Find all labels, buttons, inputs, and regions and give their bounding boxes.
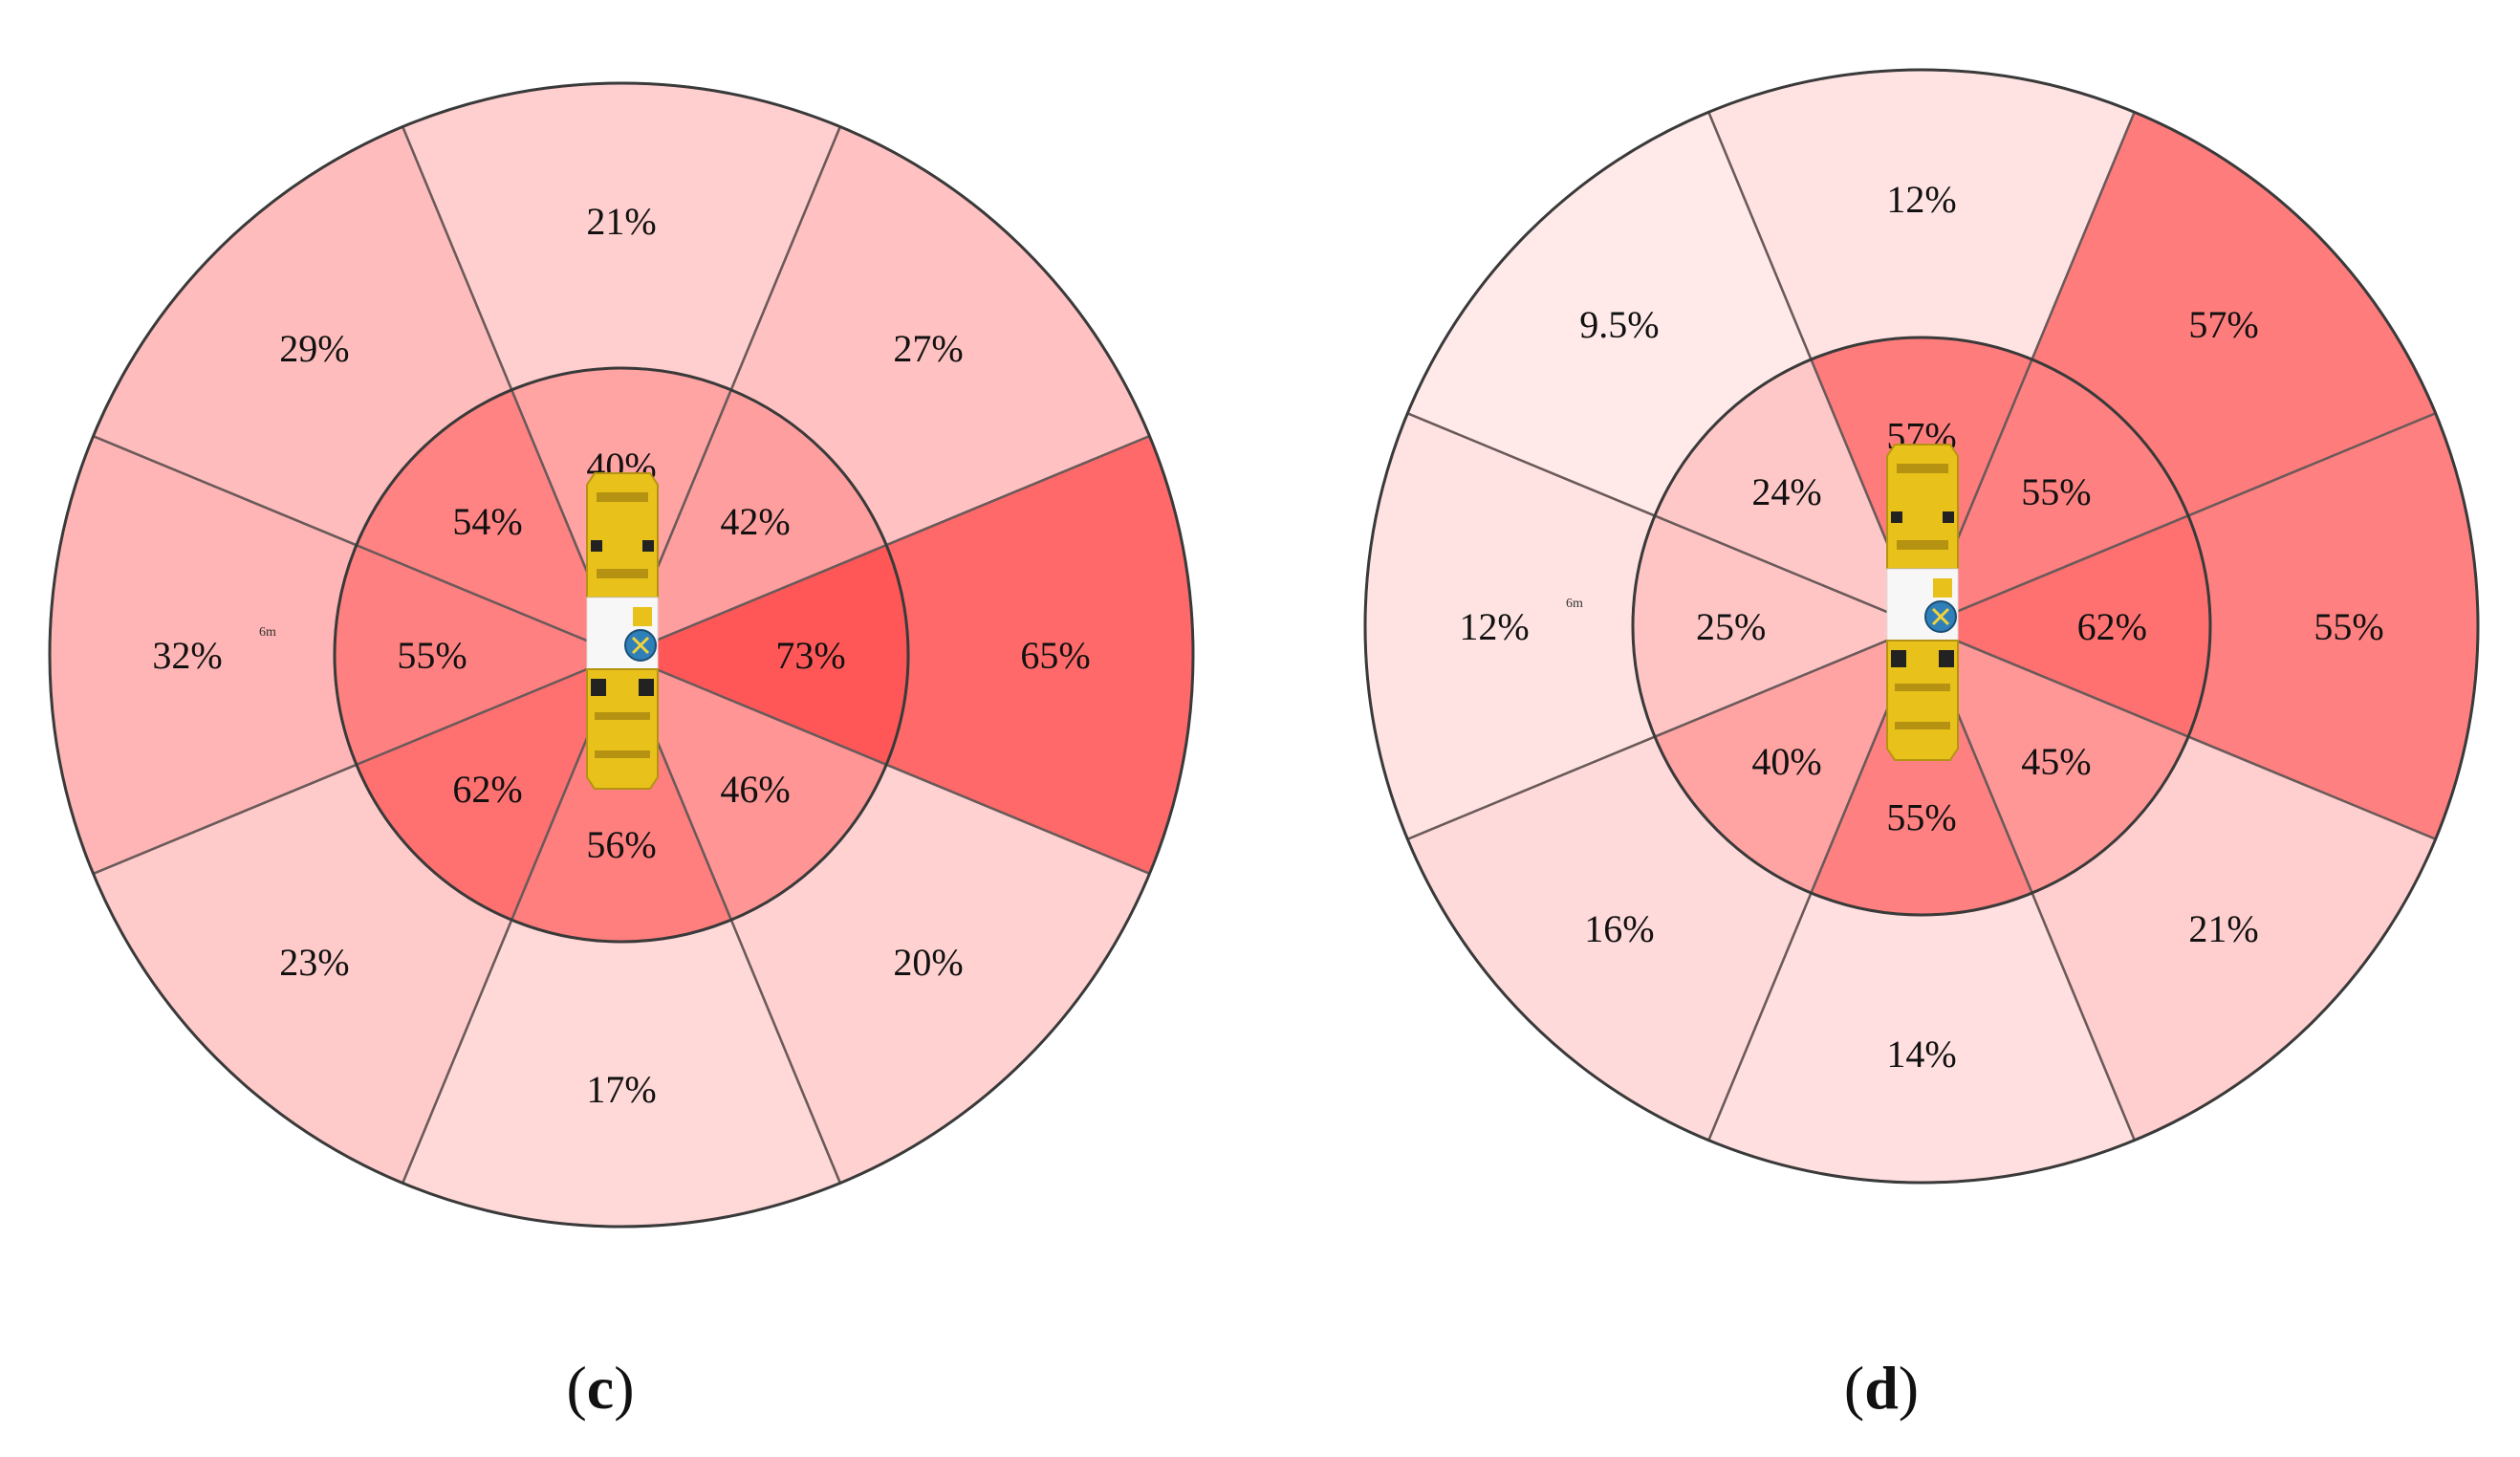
inner-label-c-s: 56% [586,823,656,866]
inner-label-d-sw: 40% [1751,740,1821,783]
panel-d-sector-chart: 12%57%55%21%14%16%12%9.5%57%55%62%45%55%… [1363,68,2480,1185]
outer-label-c-s: 17% [586,1068,656,1111]
distance-label-c: 6m [259,625,276,640]
caption-d-open: ( [1843,1354,1865,1422]
inner-ring-c [333,366,910,944]
excavator-icon [586,472,659,790]
inner-label-d-nw: 24% [1751,470,1821,513]
outer-label-d-e: 55% [2314,605,2383,648]
outer-label-c-se: 20% [893,941,963,984]
inner-label-c-ne: 42% [720,500,790,543]
outer-ring-d [1363,68,2480,1185]
caption-d-close: ) [1898,1354,1920,1422]
inner-label-d-e: 62% [2077,605,2147,648]
outer-label-c-nw: 29% [279,327,349,370]
outer-label-d-se: 21% [2188,907,2258,950]
outer-label-c-sw: 23% [279,941,349,984]
inner-label-c-w: 55% [397,634,467,677]
panel-c-sector-chart: 21%27%65%20%17%23%32%29%40%42%73%46%56%6… [48,81,1195,1229]
distance-label-d: 6m [1566,597,1583,611]
outer-label-c-n: 21% [586,200,656,243]
excavator-icon [1886,444,1959,761]
inner-label-d-ne: 55% [2021,470,2091,513]
outer-label-c-w: 32% [152,634,222,677]
inner-label-c-se: 46% [720,768,790,811]
caption-c-close: ) [614,1354,635,1422]
inner-label-d-w: 25% [1696,605,1766,648]
outer-label-d-s: 14% [1886,1033,1956,1076]
outer-label-d-ne: 57% [2188,303,2258,346]
outer-ring-c [48,81,1195,1229]
inner-label-d-s: 55% [1886,795,1956,838]
outer-label-d-nw: 9.5% [1579,303,1659,346]
inner-label-c-sw: 62% [452,768,522,811]
caption-c-letter: c [586,1354,615,1422]
outer-label-d-sw: 16% [1584,907,1654,950]
caption-d-letter: d [1864,1354,1899,1422]
caption-c-open: ( [566,1354,587,1422]
inner-label-c-e: 73% [775,634,845,677]
inner-ring-d [1631,336,2212,917]
inner-label-d-se: 45% [2021,740,2091,783]
outer-label-c-e: 65% [1020,634,1090,677]
outer-label-c-ne: 27% [893,327,963,370]
caption-d: (d) [1786,1353,1977,1424]
caption-c: (c) [505,1353,696,1424]
crosshair-marker-icon [624,629,657,662]
outer-label-d-w: 12% [1459,605,1529,648]
inner-label-c-nw: 54% [452,500,522,543]
crosshair-marker-icon [1924,600,1957,633]
outer-label-d-n: 12% [1886,178,1956,221]
